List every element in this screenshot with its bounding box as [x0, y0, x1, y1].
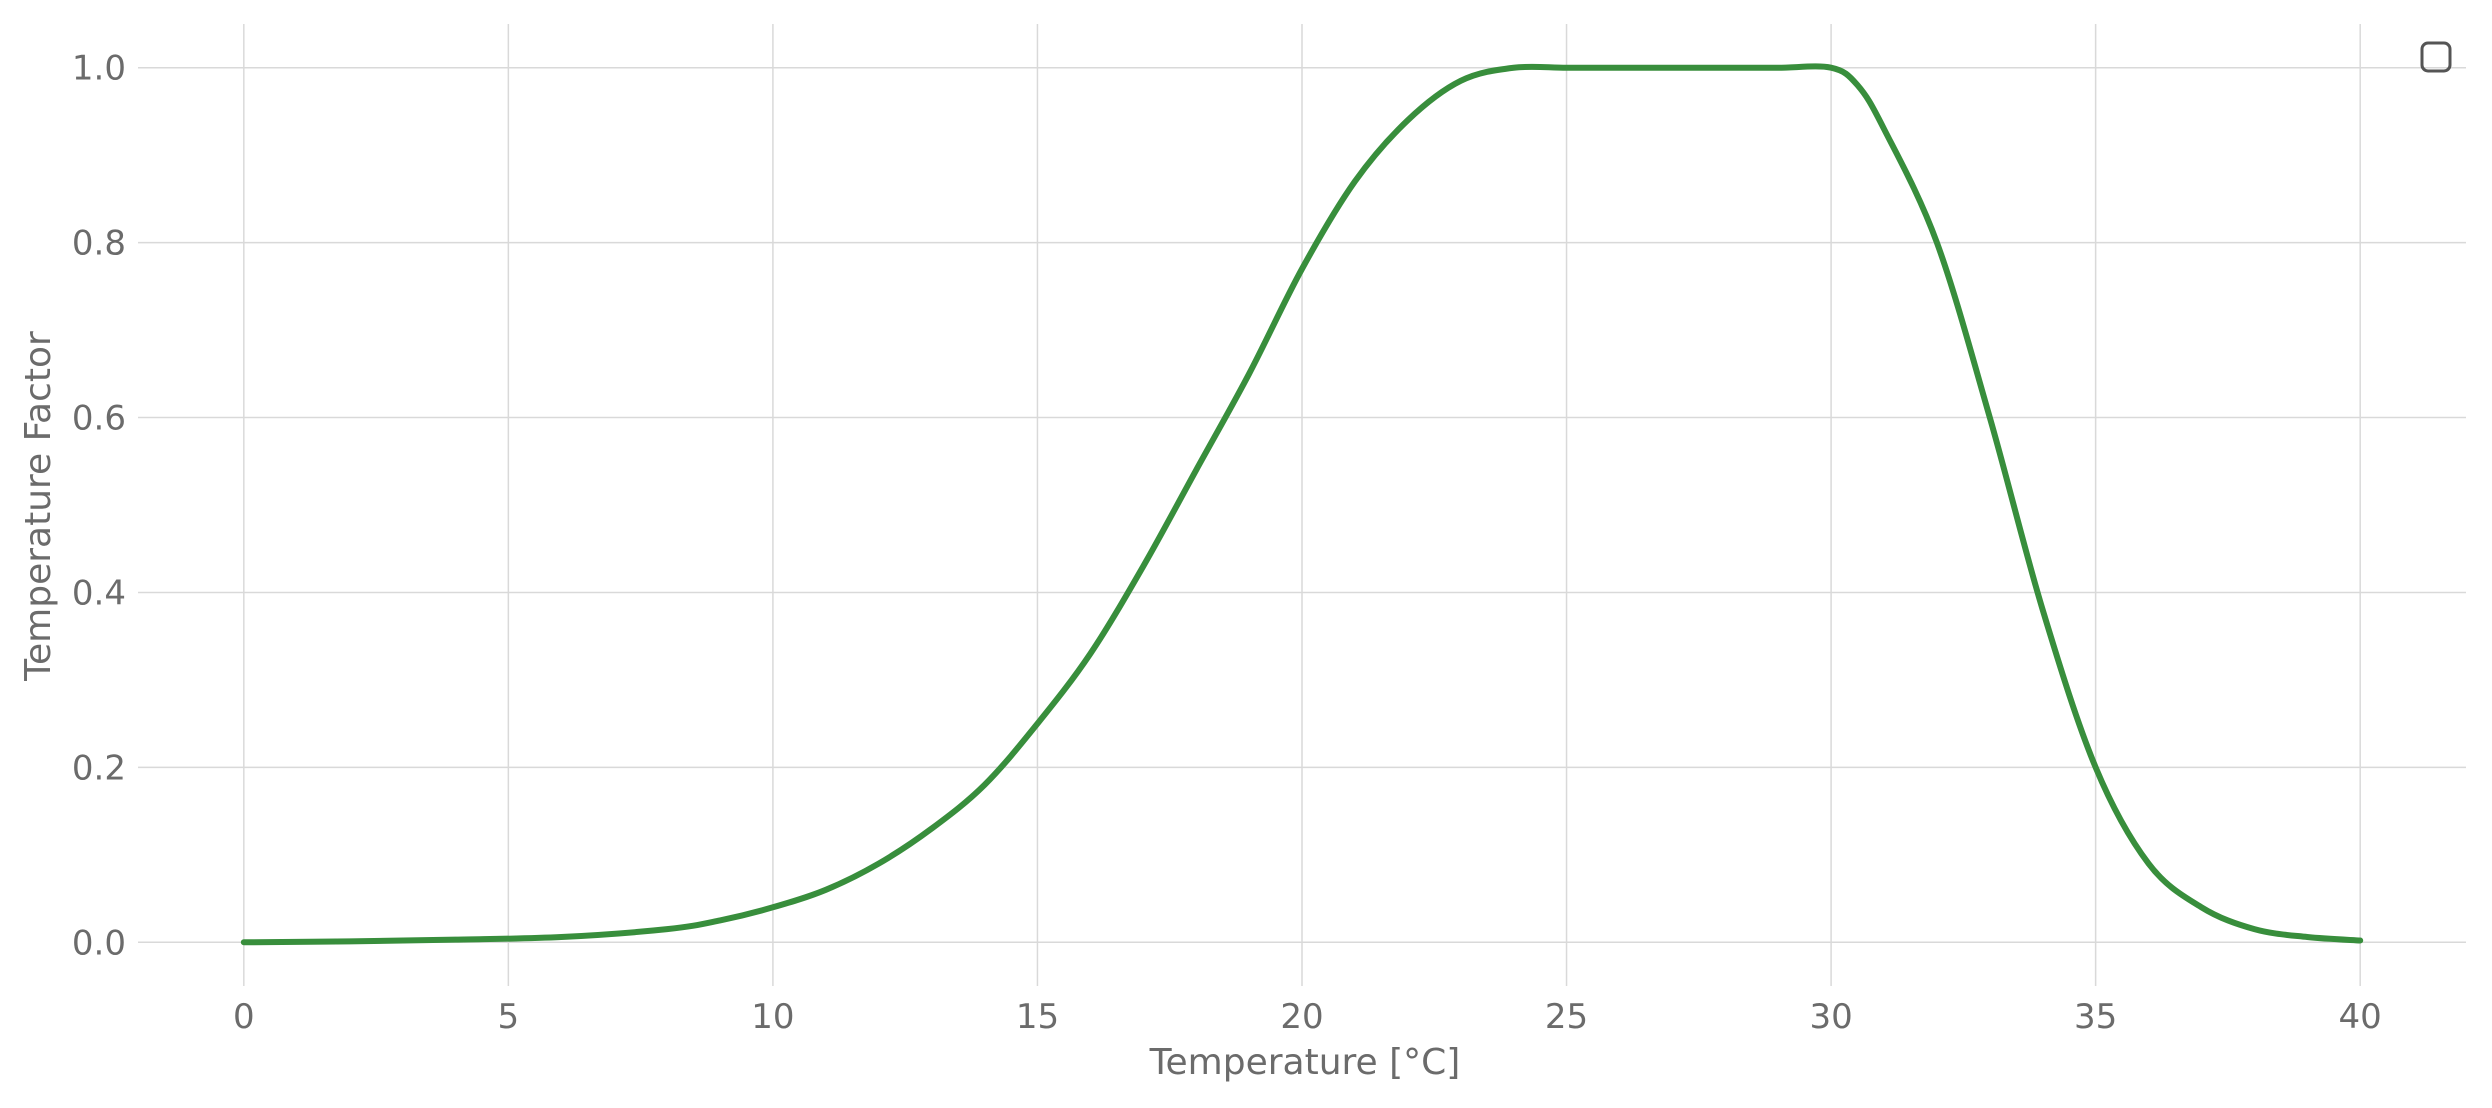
- x-tick-label: 0: [233, 997, 255, 1037]
- y-tick-label: 0.2: [72, 748, 126, 788]
- x-tick-labels: 0 5 10 15 20 25 30 35 40: [233, 997, 2382, 1037]
- legend-box: [2420, 41, 2452, 73]
- y-tick-label: 0.6: [72, 399, 126, 439]
- y-tick-label: 0.8: [72, 224, 126, 264]
- x-tick-label: 20: [1280, 997, 1323, 1037]
- y-tick-label: 1.0: [72, 49, 126, 89]
- x-grid: [243, 24, 2361, 986]
- y-tick-labels: 0.0 0.2 0.4 0.6 0.8 1.0: [72, 49, 126, 964]
- x-axis-label: Temperature [°C]: [1149, 1042, 1461, 1083]
- x-tick-label: 40: [2339, 997, 2382, 1037]
- x-tick-label: 5: [498, 997, 520, 1037]
- x-tick-label: 30: [1809, 997, 1852, 1037]
- x-tick-label: 25: [1545, 997, 1588, 1037]
- x-tick-label: 10: [751, 997, 794, 1037]
- x-tick-label: 15: [1016, 997, 1059, 1037]
- y-axis-label: Temperature Factor: [18, 331, 59, 682]
- x-tick-label: 35: [2074, 997, 2117, 1037]
- y-tick-label: 0.0: [72, 923, 126, 963]
- y-tick-label: 0.4: [72, 573, 126, 613]
- series-line: [240, 63, 2364, 946]
- y-grid: [138, 66, 2466, 944]
- series-layer: [240, 63, 2364, 946]
